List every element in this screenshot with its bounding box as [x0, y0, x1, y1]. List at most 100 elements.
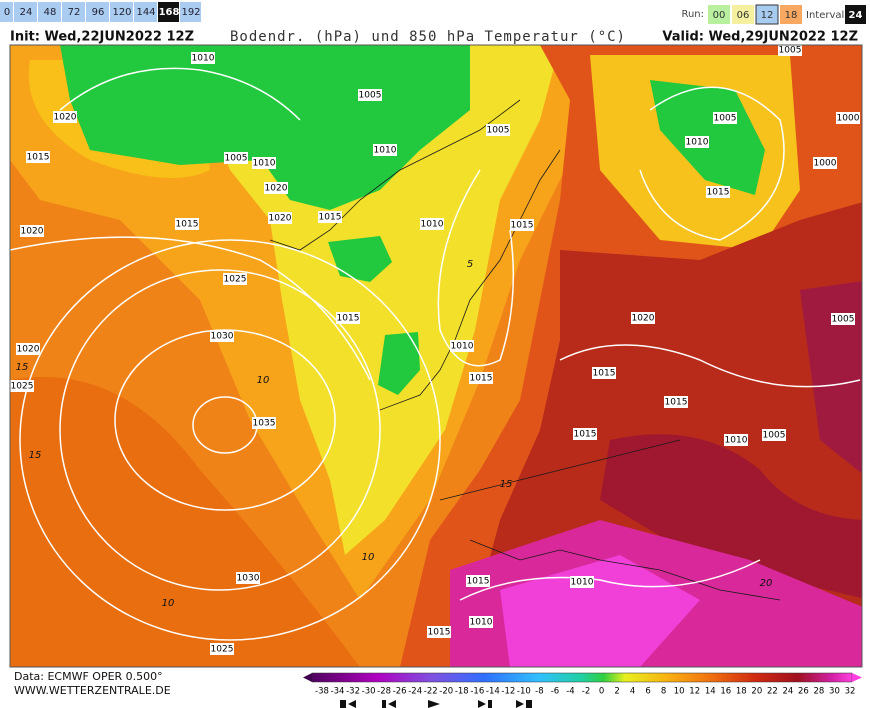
playback-controls[interactable]	[340, 700, 532, 708]
isobar-label: 1015	[467, 577, 490, 587]
isobar-label: 1000	[814, 159, 837, 169]
run-value[interactable]: 18	[785, 10, 798, 21]
isobars	[10, 67, 861, 641]
isobar-label: 1020	[269, 214, 292, 224]
isobar-label-bg	[469, 616, 493, 628]
isobar-label: 1015	[511, 221, 534, 231]
isobar-label: 1035	[253, 419, 276, 429]
data-source: Data: ECMWF OPER 0.500°	[14, 670, 163, 683]
isobar-label: 1015	[574, 430, 597, 440]
temp-area	[328, 236, 392, 282]
run-label: Run:	[681, 9, 704, 20]
isobar-label: 1010	[253, 159, 276, 169]
isobar-label-bg	[210, 330, 234, 342]
temperature-label: 10	[257, 375, 270, 386]
isobar-label: 1010	[571, 578, 594, 588]
isobar-label: 1025	[224, 275, 247, 285]
isobar-label-bg	[831, 313, 855, 325]
isobar-label-bg	[685, 136, 709, 148]
interval-box[interactable]	[845, 5, 866, 24]
scale-label: -34	[331, 687, 345, 697]
scale-label: 4	[630, 687, 635, 697]
hour-label[interactable]: 72	[68, 7, 81, 18]
isobar-label-bg	[223, 273, 247, 285]
temperature-label: 20	[760, 578, 773, 589]
scale-label: 18	[736, 687, 747, 697]
valid-time: Valid: Wed,29JUN2022 12Z	[662, 30, 858, 45]
hour-button[interactable]	[134, 2, 157, 22]
scale-label: 0	[599, 687, 604, 697]
hour-button[interactable]	[38, 2, 61, 22]
temperature-label: 15	[16, 362, 29, 373]
isobar-label-bg	[252, 157, 276, 169]
temperature-label: 15	[29, 450, 42, 461]
run-button[interactable]	[708, 5, 730, 24]
isobar-label: 1030	[211, 332, 234, 342]
isobar-label-bg	[20, 225, 44, 237]
isobar-label-bg	[813, 157, 837, 169]
hour-button[interactable]	[110, 2, 133, 22]
hour-label[interactable]: 24	[20, 7, 33, 18]
isobar-label-bg	[210, 643, 234, 655]
run-value[interactable]: 12	[761, 10, 774, 21]
hour-button[interactable]	[0, 2, 13, 22]
isobar-label-bg	[427, 626, 451, 638]
isobar-label: 1015	[319, 213, 342, 223]
scale-label: 30	[829, 687, 840, 697]
scale-label: -12	[501, 687, 515, 697]
scale-arrow	[852, 673, 862, 682]
isobar-label-bg	[10, 380, 34, 392]
run-button[interactable]	[755, 4, 779, 25]
isobar-label: 1020	[17, 345, 40, 355]
isobar-label: 1000	[837, 114, 860, 124]
hour-button[interactable]	[180, 2, 201, 22]
hour-button[interactable]	[14, 2, 37, 22]
isobar-label-bg	[175, 218, 199, 230]
isobar-label: 1025	[211, 645, 234, 655]
scale-label: 8	[661, 687, 666, 697]
isobar-label-bg	[631, 312, 655, 324]
hour-label[interactable]: 168	[159, 7, 180, 18]
isobar-label-bg	[358, 89, 382, 101]
temp-area	[60, 45, 470, 210]
isobar-label-bg	[26, 151, 50, 163]
isobar-label-bg	[16, 343, 40, 355]
run-button[interactable]	[732, 5, 754, 24]
run-button[interactable]	[780, 5, 802, 24]
hour-label[interactable]: 0	[4, 7, 10, 18]
isobar-label-bg	[450, 340, 474, 352]
isobar-label: 1005	[763, 431, 786, 441]
isobar-label: 1010	[421, 220, 444, 230]
temperature-label: 5	[467, 259, 473, 270]
hour-label[interactable]: 120	[112, 7, 131, 18]
interval-value[interactable]: 24	[849, 10, 863, 21]
scale-label: 12	[689, 687, 700, 697]
isobar-label: 1010	[451, 342, 474, 352]
isobar-label-bg	[762, 429, 786, 441]
run-value[interactable]: 06	[737, 10, 750, 21]
hour-label[interactable]: 192	[181, 7, 200, 18]
isobar-label: 1010	[725, 436, 748, 446]
hour-button[interactable]	[86, 2, 109, 22]
isobar-label: 1010	[470, 618, 493, 628]
isobar-label: 1015	[707, 188, 730, 198]
hour-label[interactable]: 96	[92, 7, 105, 18]
coastlines	[269, 99, 781, 601]
isobar-label-bg	[191, 52, 215, 64]
hour-button[interactable]	[62, 2, 85, 22]
isobar-label: 1010	[686, 138, 709, 148]
isobar-label: 1015	[27, 153, 50, 163]
isobar-label-bg	[836, 112, 860, 124]
isobar-label-bg	[469, 372, 493, 384]
hour-label[interactable]: 144	[136, 7, 155, 18]
temperature-label: 10	[162, 598, 175, 609]
hour-button[interactable]	[158, 2, 179, 22]
isobar-label-bg	[713, 112, 737, 124]
run-value[interactable]: 00	[713, 10, 726, 21]
interval-label: Interval	[806, 10, 844, 21]
scale-labels: -38 -34 -32 -30 -28 -26 -24 -22 -20 -18 -16 -14 -12-…	[315, 687, 855, 697]
scale-label: -2	[582, 687, 590, 697]
scale-label: -16	[470, 687, 484, 697]
hour-label[interactable]: 48	[44, 7, 57, 18]
